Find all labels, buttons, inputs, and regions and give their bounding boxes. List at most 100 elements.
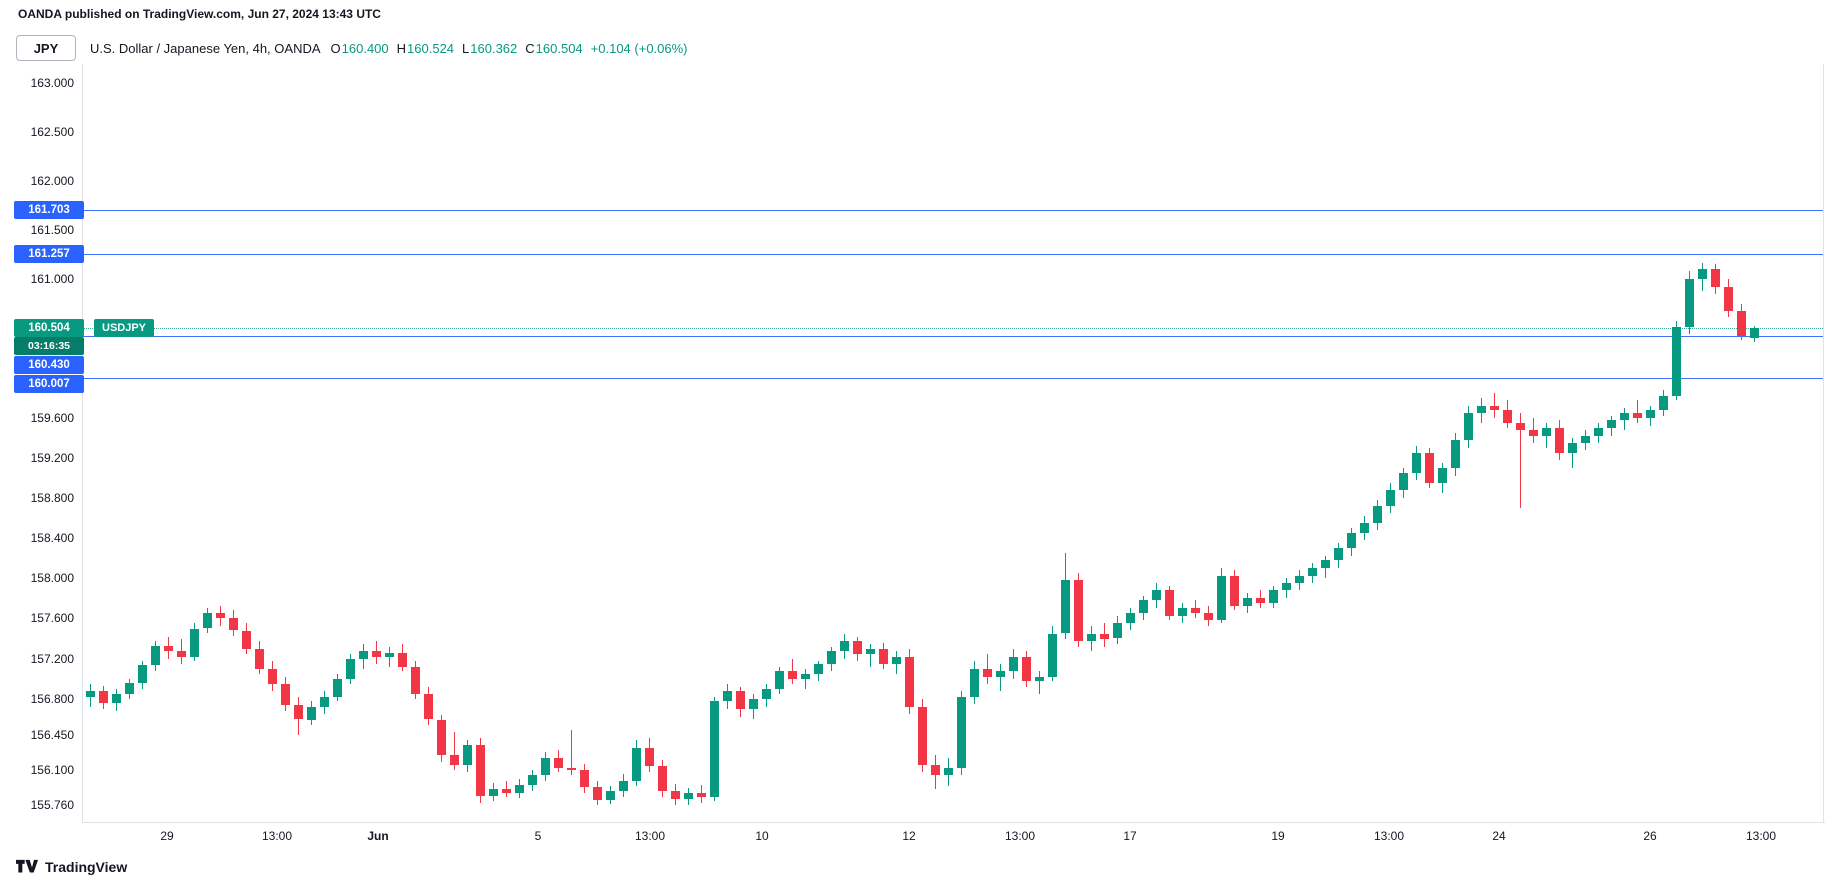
- candle-body: [293, 705, 303, 720]
- ohlc-low-value: 160.362: [470, 40, 518, 56]
- candle-body: [1437, 467, 1447, 483]
- candle-body: [618, 780, 628, 791]
- candle-body: [1086, 633, 1096, 641]
- candle-body: [1099, 633, 1109, 639]
- candle-body: [657, 766, 667, 791]
- price-tick-label: 161.000: [30, 272, 74, 287]
- candle-body: [332, 679, 342, 698]
- symbol-badge[interactable]: JPY: [16, 35, 76, 61]
- candle-body: [1294, 576, 1304, 584]
- candle-body: [1424, 452, 1434, 483]
- time-axis-label: 13:00: [1373, 829, 1405, 843]
- candle-body: [150, 645, 160, 665]
- plot-right-border: [1823, 64, 1824, 822]
- candle-body: [228, 618, 238, 631]
- candle-body: [488, 788, 498, 796]
- candle-body: [839, 640, 849, 651]
- horizontal-price-line[interactable]: [82, 253, 1823, 255]
- candle-body: [319, 697, 329, 708]
- candle-body: [1047, 633, 1057, 677]
- time-axis-label: 12: [902, 829, 916, 843]
- tradingview-logo[interactable]: TradingView: [16, 858, 127, 875]
- horizontal-line-price-label[interactable]: 160.007: [14, 375, 84, 394]
- horizontal-price-line[interactable]: [82, 210, 1823, 211]
- horizontal-line-price-label[interactable]: 160.430: [14, 356, 84, 375]
- price-tick-label: 158.800: [30, 490, 74, 505]
- price-axis-border: [82, 64, 83, 822]
- price-tick-label: 162.500: [30, 124, 74, 139]
- candle-body: [241, 630, 251, 649]
- time-axis-label: 26: [1643, 829, 1657, 843]
- candle-body: [384, 652, 394, 657]
- price-tick-label: 157.600: [30, 611, 74, 626]
- candle-body: [1203, 613, 1213, 621]
- time-axis-label: 10: [755, 829, 769, 843]
- candle-body: [1320, 560, 1330, 568]
- candle-wick: [986, 653, 988, 684]
- candle-body: [1073, 580, 1083, 641]
- candle-body: [683, 792, 693, 799]
- candle-body: [917, 707, 927, 766]
- candle-body: [1580, 435, 1590, 443]
- price-tick-label: 158.400: [30, 530, 74, 545]
- candle-body: [826, 650, 836, 664]
- price-line-symbol-tag: USDJPY: [94, 319, 155, 338]
- horizontal-price-line[interactable]: [82, 377, 1823, 379]
- candle-body: [1359, 522, 1369, 533]
- candle-body: [540, 758, 550, 776]
- horizontal-line-price-label[interactable]: 161.703: [14, 201, 84, 219]
- candle-body: [1008, 656, 1018, 671]
- candle-body: [852, 640, 862, 654]
- candle-body: [1398, 472, 1408, 490]
- horizontal-price-line[interactable]: [82, 335, 1823, 337]
- candle-body: [579, 770, 589, 787]
- price-tick-label: 159.200: [30, 450, 74, 465]
- candle-body: [969, 668, 979, 698]
- candle-body: [176, 650, 186, 657]
- candle-body: [1216, 576, 1226, 621]
- candle-wick: [1493, 393, 1495, 418]
- candle-body: [163, 645, 173, 651]
- price-tick-label: 156.450: [30, 727, 74, 742]
- candle-body: [709, 701, 719, 797]
- candle-body: [878, 648, 888, 664]
- candle-body: [514, 784, 524, 793]
- candle-body: [904, 656, 914, 708]
- candle-body: [371, 650, 381, 657]
- candle-body: [423, 694, 433, 720]
- candle-body: [1723, 287, 1733, 311]
- time-axis-label: 13:00: [1004, 829, 1036, 843]
- candle-body: [1645, 410, 1655, 418]
- tradingview-mark-icon: [16, 859, 38, 873]
- candle-body: [787, 670, 797, 679]
- tradingview-logo-text: TradingView: [45, 858, 128, 875]
- candle-body: [1502, 410, 1512, 423]
- candle-body: [1528, 429, 1538, 436]
- candle-body: [670, 790, 680, 799]
- candle-wick: [804, 668, 806, 690]
- candle-body: [1307, 568, 1317, 576]
- candle-body: [1749, 328, 1759, 339]
- candle-body: [1346, 532, 1356, 548]
- candle-body: [1606, 420, 1616, 428]
- candle-body: [1619, 413, 1629, 420]
- price-tick-label: 155.760: [30, 798, 74, 812]
- time-axis-label: 13:00: [261, 829, 293, 843]
- candle-body: [1281, 583, 1291, 591]
- candle-wick: [999, 663, 1001, 692]
- candle-body: [85, 691, 95, 698]
- candle-body: [631, 748, 641, 781]
- candle-body: [462, 744, 472, 766]
- candle-body: [748, 699, 758, 710]
- candle-body: [189, 628, 199, 657]
- ohlc-close-label: C: [525, 40, 535, 56]
- chart-legend: U.S. Dollar / Japanese Yen, 4h, OANDA O1…: [90, 35, 688, 61]
- horizontal-line-price-label[interactable]: 161.257: [14, 244, 84, 263]
- candle-body: [1060, 580, 1070, 634]
- candle-body: [722, 691, 732, 702]
- candle-wick: [1519, 413, 1521, 508]
- time-axis-label: 24: [1492, 829, 1506, 843]
- ohlc-high-value: 160.524: [407, 40, 455, 56]
